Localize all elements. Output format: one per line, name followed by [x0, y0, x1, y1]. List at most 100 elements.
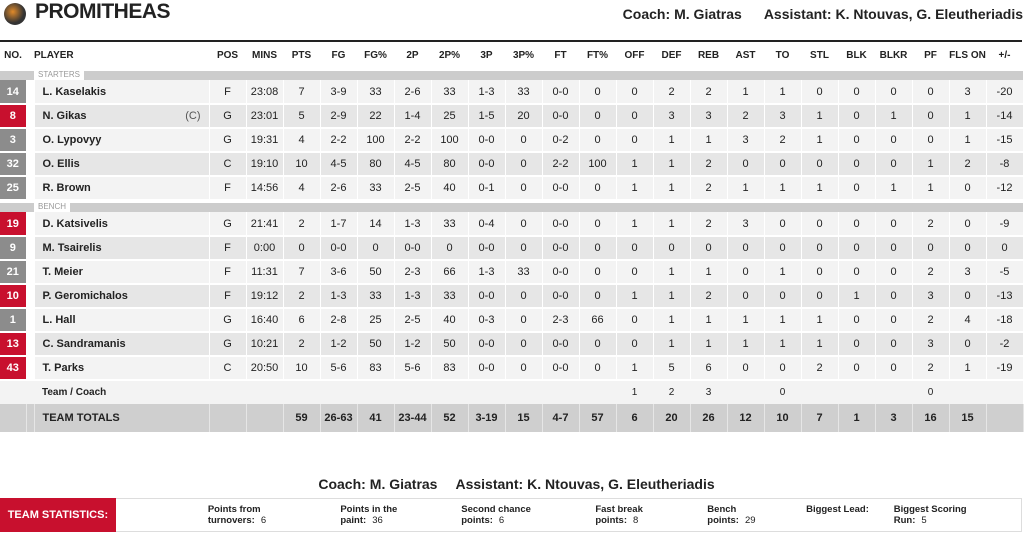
column-header[interactable]: FLS ON: [949, 49, 986, 61]
column-header[interactable]: FT%: [586, 49, 609, 61]
stat-cell: 1: [690, 128, 728, 153]
stat-cell: 0: [579, 260, 617, 285]
player-name[interactable]: L. Hall: [34, 308, 210, 333]
player-row[interactable]: 1 L. Hall G 16:40 6 2-8 25 2-5 40 0-3 0 2-3 66 0 1 1 1 1 1…: [0, 308, 1024, 333]
player-row[interactable]: 32 O. Ellis C 19:10 10 4-5 80 4-5 80 0-0 0 2-2 100 1 1…: [0, 152, 1024, 177]
column-header[interactable]: AST: [735, 49, 756, 61]
player-name[interactable]: M. Tsairelis: [34, 236, 210, 261]
column-header[interactable]: 2P: [406, 49, 419, 61]
player-name-text[interactable]: M. Tsairelis: [42, 242, 102, 254]
stat-cell: 50: [357, 260, 395, 285]
stat-cell: 0-0: [542, 284, 580, 309]
player-name[interactable]: N. Gikas (C): [34, 104, 210, 129]
stat-cell: 16:40: [246, 308, 284, 333]
jersey-number: 3: [0, 128, 27, 153]
player-row[interactable]: 3 O. Lypovyy G 19:31 4 2-2 100 2-2 100 0-0 0 0-2 0 0 1…: [0, 128, 1024, 153]
stat-cell: 3: [949, 260, 987, 285]
player-name-text[interactable]: O. Ellis: [42, 158, 80, 170]
team-stat-label: Biggest Lead:: [806, 504, 869, 515]
player-name[interactable]: P. Geromichalos: [34, 284, 210, 309]
player-name[interactable]: T. Meier: [34, 260, 210, 285]
stat-cell: 0: [764, 356, 802, 381]
stat-cell: 1: [801, 128, 839, 153]
column-header[interactable]: POS: [216, 49, 239, 61]
column-header[interactable]: PTS: [291, 49, 312, 61]
coach-label: Coach:: [318, 476, 366, 492]
player-name[interactable]: O. Lypovyy: [34, 128, 210, 153]
column-header[interactable]: MINS: [252, 49, 277, 61]
stat-cell: 0: [505, 176, 543, 201]
stat-cell: [949, 380, 986, 404]
stat-cell: G: [209, 104, 247, 129]
player-row[interactable]: 9 M. Tsairelis F 0:00 0 0-0 0 0-0 0 0-0 0 0-0 0 0 0 0 0 0…: [0, 236, 1024, 261]
player-name[interactable]: D. Katsivelis: [34, 212, 210, 237]
stat-cell: 0: [949, 284, 987, 309]
stat-cell: 15: [505, 404, 543, 432]
player-name[interactable]: T. Parks: [34, 356, 210, 381]
column-header[interactable]: 2P%: [438, 49, 461, 61]
player-name-text[interactable]: L. Hall: [42, 314, 76, 326]
player-name[interactable]: R. Brown: [34, 176, 210, 201]
player-name-text[interactable]: R. Brown: [42, 182, 91, 194]
player-row[interactable]: 14 L. Kaselakis F 23:08 7 3-9 33 2-6 33 1-3 33 0-0 0…: [0, 80, 1024, 105]
column-header[interactable]: PF: [924, 49, 937, 61]
column-header[interactable]: +/-: [998, 49, 1011, 61]
stat-cell: 10: [764, 404, 802, 432]
player-name-text[interactable]: N. Gikas: [42, 110, 87, 122]
player-row[interactable]: 21 T. Meier F 11:31 7 3-6 50 2-3 66 1-3 33 0-0 0 0 1 1 0…: [0, 260, 1024, 285]
stat-cell: 0-0: [542, 356, 580, 381]
column-header[interactable]: PLAYER: [34, 49, 74, 61]
stat-cell: 0: [875, 284, 913, 309]
player-row[interactable]: 43 T. Parks C 20:50 10 5-6 83 5-6 83 0-0 0 0-0 0 1 5 6 0…: [0, 356, 1024, 381]
stat-cell: 0: [838, 212, 876, 237]
team-stat-item: Points from turnovers: 6: [208, 504, 322, 526]
jersey-number: 25: [0, 176, 27, 201]
column-header[interactable]: TO: [775, 49, 790, 61]
player-row[interactable]: 13 C. Sandramanis G 10:21 2 1-2 50 1-2 50 0-0 0 0-0…: [0, 332, 1024, 357]
column-header[interactable]: NO.: [4, 49, 22, 61]
player-name-text[interactable]: D. Katsivelis: [42, 217, 108, 230]
player-name-text[interactable]: C. Sandramanis: [42, 338, 126, 350]
section-bench: BENCH: [0, 200, 1023, 213]
team-statistics-bar: TEAM STATISTICS: Points from turnovers: 6…: [0, 498, 1022, 532]
player-name-text[interactable]: T. Parks: [42, 362, 85, 374]
stat-cell: 80: [357, 152, 395, 177]
player-row[interactable]: 10 P. Geromichalos F 19:12 2 1-3 33 1-3 33 0-0 0 0-…: [0, 284, 1024, 309]
stat-cell: 23:08: [246, 80, 284, 105]
team-stat-value: 29: [744, 515, 756, 526]
player-name-text[interactable]: O. Lypovyy: [42, 134, 102, 146]
stat-cell: 0-0: [542, 212, 580, 237]
column-header[interactable]: OFF: [624, 49, 645, 61]
stat-cell: 0: [690, 236, 728, 261]
stat-cell: 83: [357, 356, 395, 381]
jersey-number: 21: [0, 260, 27, 285]
column-header[interactable]: REB: [697, 49, 720, 61]
stat-cell: 0: [653, 236, 691, 261]
player-row[interactable]: 19 D. Katsivelis G 21:41 2 1-7 14 1-3 33 0-4 0 0-0 0…: [0, 212, 1024, 237]
column-header[interactable]: FT: [554, 49, 567, 61]
player-name-text[interactable]: T. Meier: [42, 266, 83, 278]
column-header[interactable]: FG%: [364, 49, 387, 61]
player-name-text[interactable]: P. Geromichalos: [42, 290, 128, 302]
column-header[interactable]: BLKR: [879, 49, 908, 61]
column-header[interactable]: FG: [331, 49, 346, 61]
column-header[interactable]: 3P: [480, 49, 493, 61]
team-stat-label: Bench points:: [707, 504, 739, 526]
team-stat-item: Fast break points: 8: [595, 504, 688, 526]
player-name[interactable]: O. Ellis: [34, 152, 210, 177]
player-row[interactable]: 8 N. Gikas (C) G 23:01 5 2-9 22 1-4 25 1-5 20 0-0 0 0 3…: [0, 104, 1024, 129]
column-header[interactable]: DEF: [661, 49, 682, 61]
column-header[interactable]: 3P%: [512, 49, 535, 61]
stat-cell: -14: [986, 104, 1024, 129]
stat-cell: 0: [579, 104, 617, 129]
stat-cell: [357, 380, 394, 404]
column-header[interactable]: BLK: [846, 49, 867, 61]
column-header[interactable]: STL: [810, 49, 829, 61]
player-name-text[interactable]: L. Kaselakis: [42, 85, 107, 98]
player-name[interactable]: L. Kaselakis: [34, 80, 210, 105]
stat-cell: 0: [949, 236, 987, 261]
player-row[interactable]: 25 R. Brown F 14:56 4 2-6 33 2-5 40 0-1 0 0-0 0 1 1 2 1 1…: [0, 176, 1024, 201]
player-name[interactable]: C. Sandramanis: [34, 332, 210, 357]
stat-cell: 3: [912, 284, 950, 309]
stat-cell: 3: [727, 128, 765, 153]
